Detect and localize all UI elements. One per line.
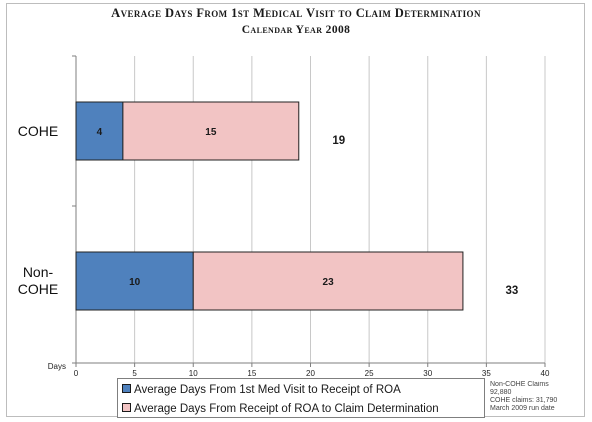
x-tick-label-15: 15 — [247, 369, 256, 378]
claims-note-line-3: COHE claims: 31,790 — [490, 397, 558, 404]
legend-swatch-series-2 — [122, 403, 131, 412]
data-label-COHE-series-2: 15 — [205, 127, 217, 138]
x-tick-label-25: 25 — [365, 369, 374, 378]
chart-title: Average Days From 1st Medical Visit to C… — [0, 6, 592, 38]
claims-note-line-2: 92,880 — [490, 389, 512, 396]
total-label-COHE: 19 — [332, 135, 345, 147]
data-label-Non-COHE-series-1: 10 — [129, 277, 141, 288]
y-category-label-0: COHE — [18, 123, 58, 139]
claims-note: Non-COHE Claims 92,880 COHE claims: 31,7… — [490, 381, 586, 418]
x-axis-title: Days — [48, 362, 66, 371]
y-category-label-1-part-1: COHE — [18, 281, 58, 297]
data-label-Non-COHE-series-2: 23 — [323, 277, 335, 288]
y-category-label-1: Non-COHE — [18, 264, 58, 297]
legend-item-series-1: Average Days From 1st Med Visit to Recei… — [122, 384, 401, 396]
x-tick-label-35: 35 — [482, 369, 491, 378]
bar-COHE-series-2 — [122, 101, 300, 161]
x-tick-label-0: 0 — [74, 369, 79, 378]
y-category-label-0-part-0: COHE — [18, 123, 58, 139]
legend-label-series-2: Average Days From Receipt of ROA to Clai… — [134, 403, 439, 415]
x-tick-label-10: 10 — [189, 369, 198, 378]
bar-Non-COHE-series-2 — [192, 251, 464, 311]
chart-frame — [6, 3, 585, 417]
x-tick-label-30: 30 — [423, 369, 432, 378]
claims-note-line-1: Non-COHE Claims — [490, 381, 549, 388]
x-tick-label-40: 40 — [541, 369, 550, 378]
chart-title-line-1: Average Days From 1st Medical Visit to C… — [111, 6, 481, 20]
y-category-label-1-part-0: Non- — [23, 264, 54, 280]
legend-item-series-2: Average Days From Receipt of ROA to Clai… — [122, 403, 439, 415]
data-label-COHE-series-1: 4 — [97, 127, 103, 138]
x-tick-label-20: 20 — [306, 369, 315, 378]
bar-Non-COHE-series-1 — [75, 251, 194, 311]
x-tick-label-5: 5 — [132, 369, 137, 378]
total-label-Non-COHE: 33 — [506, 285, 519, 297]
chart-legend: Average Days From 1st Med Visit to Recei… — [117, 378, 485, 418]
bar-COHE-series-1 — [75, 101, 124, 161]
claims-note-line-4: March 2009 run date — [490, 405, 555, 412]
legend-label-series-1: Average Days From 1st Med Visit to Recei… — [134, 384, 401, 396]
legend-swatch-series-1 — [122, 384, 131, 393]
chart-title-line-2: Calendar Year 2008 — [241, 24, 351, 36]
